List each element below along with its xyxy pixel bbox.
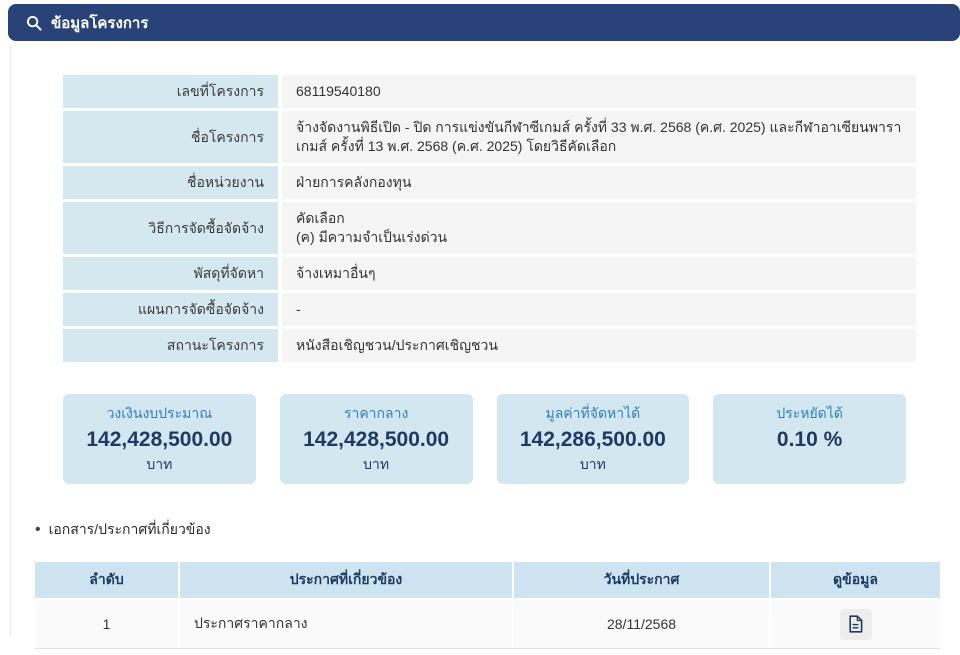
- procurement-method-value: คัดเลือก (ค) มีความจำเป็นเร่งด่วน: [282, 202, 916, 254]
- card-title: มูลค่าที่จัดหาได้: [545, 405, 641, 421]
- document-icon: [848, 615, 863, 633]
- row-announcement: ประกาศราคากลาง: [180, 600, 512, 648]
- card-unit: บาท: [579, 456, 606, 472]
- card-unit: บาท: [146, 456, 173, 472]
- card-unit: [719, 455, 900, 474]
- info-row-label: แผนการจัดซื้อจัดจ้าง: [63, 293, 278, 326]
- summary-cards-row: วงเงินงบประมาณ 142,428,500.00 บาท ราคากล…: [63, 394, 906, 484]
- info-row-label: เลขที่โครงการ: [63, 75, 278, 108]
- col-header-announcement: ประกาศที่เกี่ยวข้อง: [180, 562, 512, 598]
- row-date: 28/11/2568: [514, 600, 769, 648]
- search-icon: [26, 15, 42, 31]
- documents-table-header: ลำดับ ประกาศที่เกี่ยวข้อง วันที่ประกาศ ด…: [35, 562, 940, 598]
- page-header-bar: ข้อมูลโครงการ: [8, 4, 960, 41]
- info-row-label: ชื่อโครงการ: [63, 111, 278, 163]
- savings-card: ประหยัดได้ 0.10 %: [713, 394, 906, 484]
- content-left-border: [10, 45, 11, 635]
- project-status-value: หนังสือเชิญชวน/ประกาศเชิญชวน: [282, 329, 916, 362]
- procured-value-card: มูลค่าที่จัดหาได้ 142,286,500.00 บาท: [496, 394, 690, 484]
- card-value: 142,428,500.00: [86, 428, 233, 451]
- row-no: 1: [35, 600, 178, 648]
- info-row-label: ชื่อหน่วยงาน: [63, 166, 278, 199]
- info-row-label: พัสดุที่จัดหา: [63, 257, 278, 290]
- median-price-card: ราคากลาง 142,428,500.00 บาท: [279, 394, 473, 484]
- agency-name-value: ฝ่ายการคลังกองทุน: [282, 166, 916, 199]
- card-value: 0.10 %: [776, 428, 843, 451]
- info-row-label: สถานะโครงการ: [63, 329, 278, 362]
- budget-card: วงเงินงบประมาณ 142,428,500.00 บาท: [63, 394, 256, 484]
- card-title: ราคากลาง: [343, 405, 409, 421]
- project-number-value: 68119540180: [282, 75, 916, 108]
- page-title: ข้อมูลโครงการ: [51, 14, 149, 32]
- supplies-value: จ้างเหมาอื่นๆ: [282, 257, 916, 290]
- project-info-table: เลขที่โครงการ 68119540180 ชื่อโครงการ จ้…: [63, 75, 916, 362]
- card-title: วงเงินงบประมาณ: [106, 405, 213, 421]
- info-row-label: วิธีการจัดซื้อจัดจ้าง: [63, 202, 278, 254]
- procurement-plan-value: -: [282, 293, 916, 326]
- card-value: 142,428,500.00: [303, 428, 450, 451]
- card-unit: บาท: [363, 456, 390, 472]
- bullet-icon: •: [35, 521, 41, 538]
- card-title: ประหยัดได้: [776, 405, 843, 421]
- card-value: 142,286,500.00: [519, 428, 666, 451]
- table-row: 1 ประกาศราคากลาง 28/11/2568: [35, 600, 940, 649]
- documents-section-label: เอกสาร/ประกาศที่เกี่ยวข้อง: [48, 521, 211, 537]
- documents-table: ลำดับ ประกาศที่เกี่ยวข้อง วันที่ประกาศ ด…: [35, 562, 940, 649]
- documents-section-title: • เอกสาร/ประกาศที่เกี่ยวข้อง: [35, 520, 960, 540]
- col-header-view: ดูข้อมูล: [771, 562, 940, 598]
- project-name-value: จ้างจัดงานพิธีเปิด - ปิด การแข่งขันกีฬาซ…: [282, 111, 916, 163]
- col-header-no: ลำดับ: [35, 562, 178, 598]
- col-header-date: วันที่ประกาศ: [514, 562, 769, 598]
- view-document-button[interactable]: [839, 608, 872, 640]
